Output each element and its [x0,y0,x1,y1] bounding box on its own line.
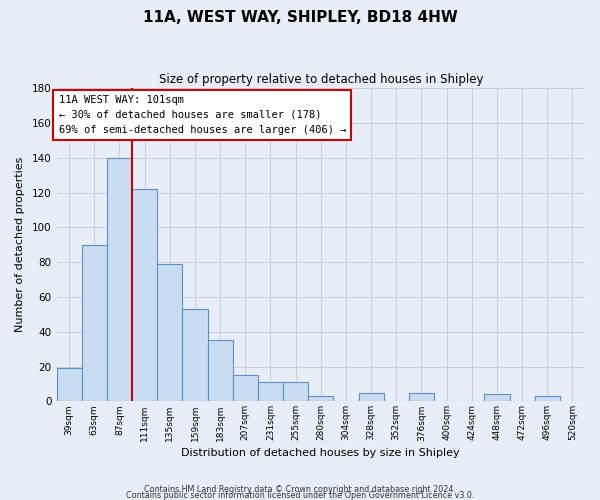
Bar [132,189,157,402]
Bar [359,392,383,402]
Bar [233,376,258,402]
Text: Contains HM Land Registry data © Crown copyright and database right 2024.: Contains HM Land Registry data © Crown c… [144,485,456,494]
Text: 11A WEST WAY: 101sqm
← 30% of detached houses are smaller (178)
69% of semi-deta: 11A WEST WAY: 101sqm ← 30% of detached h… [59,95,346,134]
Bar [308,396,334,402]
Bar [409,392,434,402]
Bar [258,382,283,402]
Bar [484,394,509,402]
Bar [56,368,82,402]
X-axis label: Distribution of detached houses by size in Shipley: Distribution of detached houses by size … [181,448,460,458]
Text: Contains public sector information licensed under the Open Government Licence v3: Contains public sector information licen… [126,490,474,500]
Bar [157,264,182,402]
Bar [82,244,107,402]
Bar [283,382,308,402]
Text: 11A, WEST WAY, SHIPLEY, BD18 4HW: 11A, WEST WAY, SHIPLEY, BD18 4HW [143,10,457,25]
Bar [107,158,132,402]
Bar [182,309,208,402]
Y-axis label: Number of detached properties: Number of detached properties [15,157,25,332]
Bar [208,340,233,402]
Title: Size of property relative to detached houses in Shipley: Size of property relative to detached ho… [158,72,483,86]
Bar [535,396,560,402]
